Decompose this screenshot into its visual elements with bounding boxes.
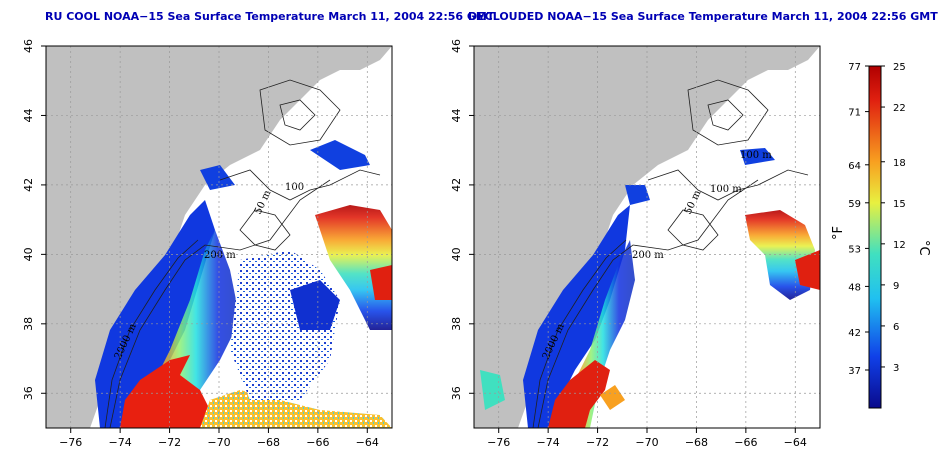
colorbar-ticks: 25 22 18 15 12 9 6 3 77 71 64 59 53 48 42 37 xyxy=(848,62,905,377)
celsius-tick-label: 3 xyxy=(893,363,899,374)
celsius-unit-label: °C xyxy=(916,240,931,256)
x-tick-label: −68 xyxy=(685,436,708,449)
contour-label-200m-left: 200 m xyxy=(204,250,236,261)
celsius-tick-label: 18 xyxy=(893,158,906,169)
warm-core xyxy=(795,250,820,290)
fahrenheit-tick-label: 53 xyxy=(848,244,861,255)
grid-left xyxy=(46,46,392,428)
x-tick-label: −68 xyxy=(257,436,280,449)
y-tick-label: 40 xyxy=(450,247,463,261)
celsius-tick-label: 22 xyxy=(893,103,906,114)
right-panel-title: DECLOUDED NOAA−15 Sea Surface Temperatur… xyxy=(468,10,938,23)
grid-right xyxy=(474,46,820,428)
x-tick-label: −74 xyxy=(537,436,560,449)
contour-label-200m-right: 200 m xyxy=(632,250,664,261)
x-tick-label: −72 xyxy=(158,436,181,449)
bathymetry-contours xyxy=(104,79,381,428)
y-tick-label: 42 xyxy=(22,178,35,192)
y-tick-label: 42 xyxy=(450,178,463,192)
y-tick-label: 46 xyxy=(22,39,35,53)
cold-patch xyxy=(290,280,340,330)
eastern-water xyxy=(745,210,815,300)
colorbar-ramp xyxy=(868,65,882,409)
x-tick-label: −74 xyxy=(109,436,132,449)
x-tick-label: −70 xyxy=(207,436,230,449)
northern-patch-2 xyxy=(625,185,650,205)
y-tick-label: 44 xyxy=(450,108,463,122)
fahrenheit-unit-label: °F xyxy=(831,226,846,240)
warm-eddy-field xyxy=(200,390,392,428)
right-map-panel: 200 m 100 m 50 m 100 m 2000 m −76 −74 −72−… xyxy=(450,39,821,449)
celsius-tick-label: 9 xyxy=(893,281,899,292)
x-tick-label: −72 xyxy=(586,436,609,449)
temperature-colorbar: 25 22 18 15 12 9 6 3 77 71 64 59 53 48 42 37 °F °C xyxy=(831,62,931,409)
fahrenheit-tick-label: 42 xyxy=(848,328,861,339)
x-tick-label: −66 xyxy=(734,436,757,449)
contour-label-100m-a-right: 100 m xyxy=(740,150,772,161)
eastern-water xyxy=(315,205,392,330)
gulf-stream xyxy=(120,355,230,428)
warm-core xyxy=(370,265,392,300)
y-tick-label: 40 xyxy=(22,247,35,261)
celsius-tick-label: 12 xyxy=(893,240,906,251)
y-tick-label: 44 xyxy=(22,108,35,122)
fahrenheit-tick-label: 64 xyxy=(848,161,861,172)
y-tick-label: 36 xyxy=(450,386,463,400)
left-map-panel: 200 m 100 50 m 2000 m −76 −74 −72 −70 −68 −66… xyxy=(22,39,393,449)
fahrenheit-tick-label: 71 xyxy=(848,108,861,119)
shelf-water xyxy=(95,200,215,428)
y-tick-label: 46 xyxy=(450,39,463,53)
ticks-right: −76 −74 −72 −70 −68 −66 −64 36 38 40 42 44 46 xyxy=(450,39,807,449)
gulf-stream xyxy=(548,360,610,428)
warm-filament xyxy=(600,385,625,410)
fahrenheit-tick-label: 59 xyxy=(848,199,861,210)
x-tick-label: −66 xyxy=(306,436,329,449)
contour-label-100-left: 100 xyxy=(285,182,304,193)
x-tick-label: −64 xyxy=(356,436,379,449)
x-tick-label: −76 xyxy=(487,436,510,449)
fahrenheit-tick-label: 37 xyxy=(848,366,861,377)
celsius-tick-label: 25 xyxy=(893,62,906,73)
x-tick-label: −70 xyxy=(635,436,658,449)
y-tick-label: 38 xyxy=(22,317,35,331)
northern-patch xyxy=(740,148,775,165)
contour-label-100m-b-right: 100 m xyxy=(710,184,742,195)
y-tick-label: 38 xyxy=(450,317,463,331)
ticks-left: −76 −74 −72 −70 −68 −66 −64 36 38 40 42 44 46 xyxy=(22,39,379,449)
fahrenheit-tick-label: 77 xyxy=(848,62,861,73)
celsius-tick-label: 6 xyxy=(893,322,899,333)
coastal-water xyxy=(480,370,505,410)
x-tick-label: −76 xyxy=(59,436,82,449)
bathymetry-contours xyxy=(532,79,809,428)
x-tick-label: −64 xyxy=(784,436,807,449)
northern-patch xyxy=(310,140,370,170)
left-panel-title: RU COOL NOAA−15 Sea Surface Temperature … xyxy=(45,10,495,23)
celsius-tick-label: 15 xyxy=(893,199,906,210)
northern-patch-2 xyxy=(200,165,235,190)
y-tick-label: 36 xyxy=(22,386,35,400)
fahrenheit-tick-label: 48 xyxy=(848,282,861,293)
